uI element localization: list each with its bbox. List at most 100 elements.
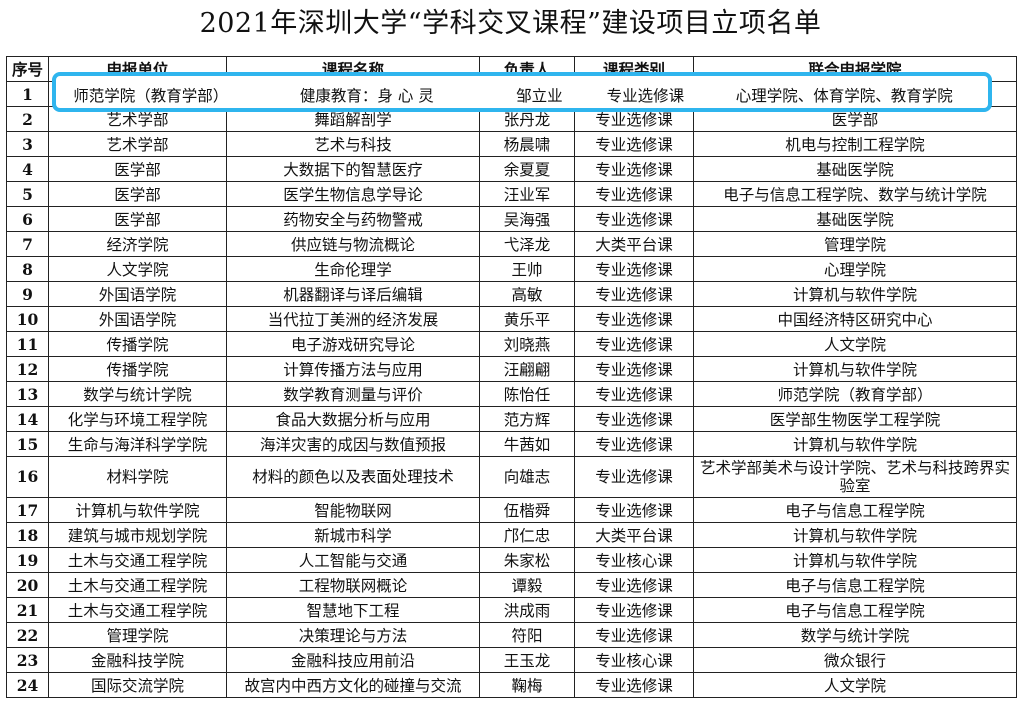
cell-leader: 刘晓燕 bbox=[479, 331, 575, 357]
cell-category: 专业选修课 bbox=[574, 456, 694, 498]
cell-seq: 10 bbox=[6, 306, 49, 332]
cell-course: 材料的颜色以及表面处理技术 bbox=[226, 456, 480, 498]
cell-seq: 8 bbox=[6, 256, 49, 282]
cell-unit: 人文学院 bbox=[48, 256, 227, 282]
cell-unit: 数学与统计学院 bbox=[48, 381, 227, 407]
cell-category: 专业选修课 bbox=[574, 331, 694, 357]
cell-category: 专业选修课 bbox=[574, 406, 694, 432]
cell-category: 专业选修课 bbox=[574, 156, 694, 182]
cell-unit: 生命与海洋科学学院 bbox=[48, 431, 227, 457]
cell-joint-college: 计算机与软件学院 bbox=[693, 547, 1017, 573]
header-seq: 序号 bbox=[6, 56, 49, 82]
cell-unit: 外国语学院 bbox=[48, 281, 227, 307]
cell-leader: 范方辉 bbox=[479, 406, 575, 432]
cell-category: 专业选修课 bbox=[574, 306, 694, 332]
cell-course: 金融科技应用前沿 bbox=[226, 647, 480, 673]
cell-seq: 6 bbox=[6, 206, 49, 232]
highlighted-leader: 邹立业 bbox=[516, 87, 563, 105]
table-row: 22 管理学院 决策理论与方法 符阳 专业选修课 数学与统计学院 bbox=[6, 622, 1017, 648]
cell-category: 专业选修课 bbox=[574, 431, 694, 457]
cell-unit: 艺术学部 bbox=[48, 131, 227, 157]
cell-leader: 符阳 bbox=[479, 622, 575, 648]
cell-category: 专业核心课 bbox=[574, 547, 694, 573]
cell-unit: 材料学院 bbox=[48, 456, 227, 498]
cell-unit: 计算机与软件学院 bbox=[48, 497, 227, 523]
cell-category: 大类平台课 bbox=[574, 522, 694, 548]
cell-leader: 向雄志 bbox=[479, 456, 575, 498]
cell-seq: 14 bbox=[6, 406, 49, 432]
cell-unit: 建筑与城市规划学院 bbox=[48, 522, 227, 548]
cell-leader: 陈怡任 bbox=[479, 381, 575, 407]
cell-unit: 医学部 bbox=[48, 181, 227, 207]
cell-leader: 黄乐平 bbox=[479, 306, 575, 332]
cell-unit: 土木与交通工程学院 bbox=[48, 572, 227, 598]
table-row: 18 建筑与城市规划学院 新城市科学 邝仁忠 大类平台课 计算机与软件学院 bbox=[6, 522, 1017, 548]
cell-unit: 医学部 bbox=[48, 156, 227, 182]
highlighted-joint-college: 心理学院、体育学院、教育学院 bbox=[735, 87, 953, 105]
table-row: 12 传播学院 计算传播方法与应用 汪翩翩 专业选修课 计算机与软件学院 bbox=[6, 356, 1017, 382]
cell-unit: 经济学院 bbox=[48, 231, 227, 257]
cell-seq: 16 bbox=[6, 456, 49, 498]
cell-course: 海洋灾害的成因与数值预报 bbox=[226, 431, 480, 457]
cell-category: 专业选修课 bbox=[574, 497, 694, 523]
cell-seq: 5 bbox=[6, 181, 49, 207]
cell-category: 专业选修课 bbox=[574, 206, 694, 232]
cell-seq: 13 bbox=[6, 381, 49, 407]
cell-seq: 20 bbox=[6, 572, 49, 598]
table-row: 9 外国语学院 机器翻译与译后编辑 高敏 专业选修课 计算机与软件学院 bbox=[6, 281, 1017, 307]
cell-leader: 杨晨啸 bbox=[479, 131, 575, 157]
cell-category: 专业选修课 bbox=[574, 131, 694, 157]
cell-joint-college: 微众银行 bbox=[693, 647, 1017, 673]
table-row: 16 材料学院 材料的颜色以及表面处理技术 向雄志 专业选修课 艺术学部美术与设计学院、艺… bbox=[6, 456, 1017, 498]
highlighted-category: 专业选修课 bbox=[606, 87, 685, 105]
cell-course: 新城市科学 bbox=[226, 522, 480, 548]
cell-category: 专业选修课 bbox=[574, 597, 694, 623]
cell-course: 艺术与科技 bbox=[226, 131, 480, 157]
table-row: 14 化学与环境工程学院 食品大数据分析与应用 范方辉 专业选修课 医学部生物医学工程学院 bbox=[6, 406, 1017, 432]
cell-leader: 王帅 bbox=[479, 256, 575, 282]
cell-seq: 1 bbox=[6, 81, 49, 107]
cell-category: 大类平台课 bbox=[574, 231, 694, 257]
cell-course: 决策理论与方法 bbox=[226, 622, 480, 648]
cell-unit: 金融科技学院 bbox=[48, 647, 227, 673]
cell-category: 专业选修课 bbox=[574, 572, 694, 598]
cell-seq: 12 bbox=[6, 356, 49, 382]
cell-joint-college: 基础医学院 bbox=[693, 206, 1017, 232]
cell-seq: 24 bbox=[6, 672, 49, 698]
cell-joint-college: 电子与信息工程学院、数学与统计学院 bbox=[693, 181, 1017, 207]
table-row: 20 土木与交通工程学院 工程物联网概论 谭毅 专业选修课 电子与信息工程学院 bbox=[6, 572, 1017, 598]
cell-joint-college: 计算机与软件学院 bbox=[693, 356, 1017, 382]
cell-joint-college: 电子与信息工程学院 bbox=[693, 597, 1017, 623]
table-row: 17 计算机与软件学院 智能物联网 伍楷舜 专业选修课 电子与信息工程学院 bbox=[6, 497, 1017, 523]
table-row: 19 土木与交通工程学院 人工智能与交通 朱家松 专业核心课 计算机与软件学院 bbox=[6, 547, 1017, 573]
project-table: 序号 申报单位 课程名称 负责人 课程类别 联合申报学院 1师范学院（教育学部）… bbox=[6, 56, 1017, 698]
cell-unit: 土木与交通工程学院 bbox=[48, 597, 227, 623]
cell-leader: 王玉龙 bbox=[479, 647, 575, 673]
document-title: 2021年深圳大学“学科交叉课程”建设项目立项名单 bbox=[199, 8, 822, 39]
cell-course: 计算传播方法与应用 bbox=[226, 356, 480, 382]
table-row: 4 医学部 大数据下的智慧医疗 余夏夏 专业选修课 基础医学院 bbox=[6, 156, 1017, 182]
cell-unit: 外国语学院 bbox=[48, 306, 227, 332]
cell-joint-college: 机电与控制工程学院 bbox=[693, 131, 1017, 157]
table-row: 3 艺术学部 艺术与科技 杨晨啸 专业选修课 机电与控制工程学院 bbox=[6, 131, 1017, 157]
table-row: 6 医学部 药物安全与药物警戒 吴海强 专业选修课 基础医学院 bbox=[6, 206, 1017, 232]
cell-category: 专业选修课 bbox=[574, 181, 694, 207]
cell-course: 药物安全与药物警戒 bbox=[226, 206, 480, 232]
cell-joint-college: 计算机与软件学院 bbox=[693, 281, 1017, 307]
table-row: 8 人文学院 生命伦理学 王帅 专业选修课 心理学院 bbox=[6, 256, 1017, 282]
cell-joint-college: 人文学院 bbox=[693, 672, 1017, 698]
cell-course: 食品大数据分析与应用 bbox=[226, 406, 480, 432]
cell-seq: 19 bbox=[6, 547, 49, 573]
cell-joint-college: 数学与统计学院 bbox=[693, 622, 1017, 648]
table-row: 23 金融科技学院 金融科技应用前沿 王玉龙 专业核心课 微众银行 bbox=[6, 647, 1017, 673]
cell-joint-college: 中国经济特区研究中心 bbox=[693, 306, 1017, 332]
highlight-box: 师范学院（教育学部） 健康教育：身 心 灵 邹立业 专业选修课 心理学院、体育学… bbox=[52, 72, 992, 112]
cell-joint-college: 心理学院 bbox=[693, 256, 1017, 282]
cell-joint-college: 医学部生物医学工程学院 bbox=[693, 406, 1017, 432]
cell-seq: 22 bbox=[6, 622, 49, 648]
cell-joint-college: 艺术学部美术与设计学院、艺术与科技跨界实验室 bbox=[693, 456, 1017, 498]
cell-seq: 11 bbox=[6, 331, 49, 357]
cell-unit: 传播学院 bbox=[48, 356, 227, 382]
cell-leader: 洪成雨 bbox=[479, 597, 575, 623]
cell-seq: 15 bbox=[6, 431, 49, 457]
